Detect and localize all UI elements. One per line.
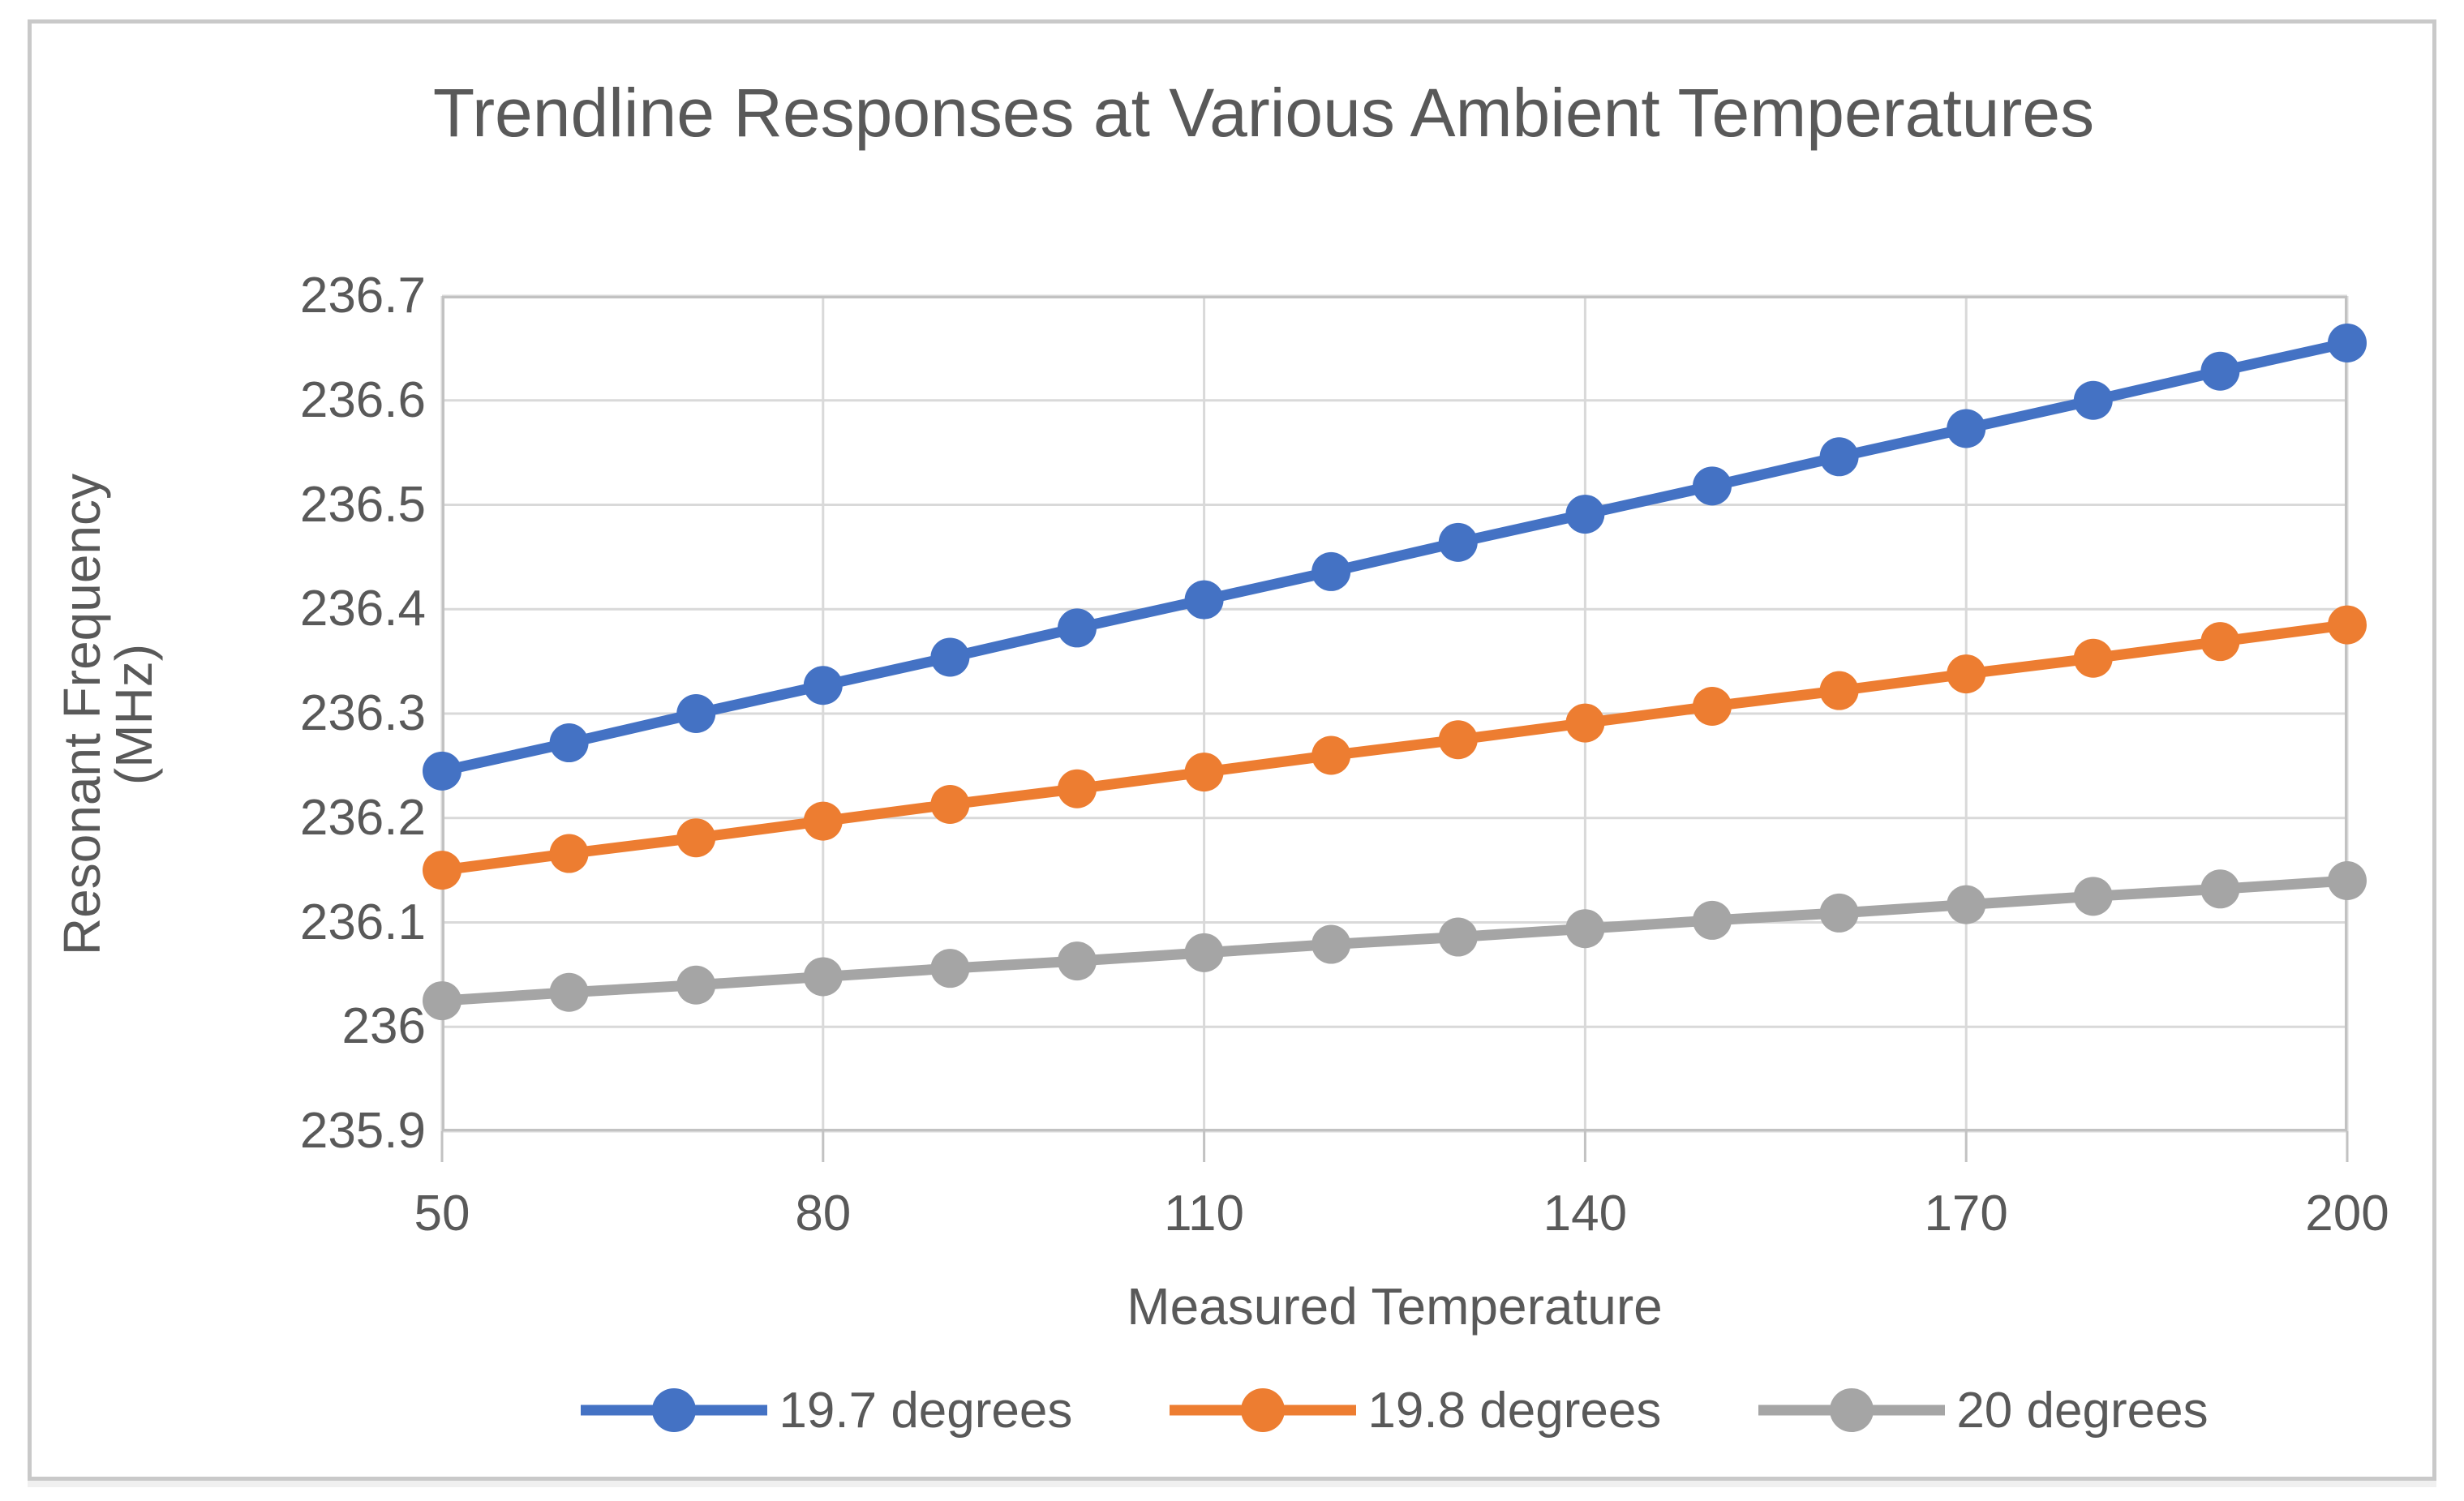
data-point-marker bbox=[676, 818, 716, 858]
legend: 19.7 degrees 19.8 degrees 20 degrees bbox=[442, 1366, 2347, 1455]
data-point-marker bbox=[803, 957, 843, 997]
data-point-marker bbox=[2200, 869, 2240, 909]
data-point-marker bbox=[1819, 893, 1859, 933]
data-point-marker bbox=[1184, 753, 1224, 792]
chart-frame: Trendline Responses at Various Ambient T… bbox=[28, 19, 2436, 1481]
data-point-marker bbox=[803, 666, 843, 705]
data-point-marker bbox=[2073, 638, 2113, 678]
data-point-marker bbox=[1947, 409, 1986, 448]
legend-item: 19.7 degrees bbox=[581, 1382, 1072, 1439]
x-tick-label: 80 bbox=[795, 1186, 852, 1242]
legend-marker-icon bbox=[1758, 1388, 1946, 1432]
y-tick-label: 236.6 bbox=[299, 371, 426, 428]
data-point-marker bbox=[1311, 551, 1351, 591]
legend-marker-icon bbox=[581, 1388, 768, 1432]
data-point-marker bbox=[2328, 605, 2367, 645]
data-point-marker bbox=[2200, 351, 2240, 391]
data-point-marker bbox=[1693, 466, 1732, 506]
x-tick-label: 50 bbox=[414, 1186, 470, 1242]
data-point-marker bbox=[1438, 522, 1478, 562]
data-point-marker bbox=[2073, 877, 2113, 916]
data-point-marker bbox=[930, 949, 970, 989]
y-tick-label: 236.5 bbox=[299, 476, 426, 533]
data-point-marker bbox=[1947, 654, 1986, 694]
data-point-marker bbox=[423, 851, 461, 890]
legend-label: 19.7 degrees bbox=[779, 1382, 1073, 1439]
plot-border bbox=[442, 296, 2347, 1131]
series-line bbox=[436, 620, 2353, 876]
data-point-marker bbox=[1311, 924, 1351, 964]
x-axis-title: Measured Temperature bbox=[1127, 1277, 1663, 1336]
x-tick-label: 200 bbox=[2305, 1186, 2389, 1242]
data-point-marker bbox=[1438, 917, 1478, 957]
y-tick-label: 236.7 bbox=[299, 268, 426, 324]
data-point-marker bbox=[2328, 323, 2367, 362]
y-tick-label: 236.3 bbox=[299, 685, 426, 741]
data-point-marker bbox=[549, 723, 589, 763]
data-point-marker bbox=[2328, 861, 2367, 900]
data-point-marker bbox=[423, 981, 461, 1021]
series-line bbox=[436, 875, 2353, 1006]
series-19.7-degrees bbox=[423, 323, 2367, 791]
data-point-marker bbox=[1565, 495, 1605, 534]
data-point-marker bbox=[1058, 608, 1097, 648]
legend-label: 20 degrees bbox=[1956, 1382, 2209, 1439]
data-point-marker bbox=[2200, 622, 2240, 662]
data-point-marker bbox=[1438, 720, 1478, 760]
series-20-degrees bbox=[423, 861, 2367, 1021]
y-tick-label: 236.4 bbox=[299, 581, 426, 637]
data-point-marker bbox=[1565, 703, 1605, 743]
data-point-marker bbox=[549, 834, 589, 873]
data-point-marker bbox=[423, 751, 461, 791]
x-tick-label: 110 bbox=[1164, 1186, 1245, 1242]
data-point-marker bbox=[1693, 900, 1732, 940]
data-point-marker bbox=[1311, 735, 1351, 775]
x-tick-label: 140 bbox=[1543, 1186, 1628, 1242]
data-point-marker bbox=[2073, 380, 2113, 420]
legend-label: 19.8 degrees bbox=[1367, 1382, 1662, 1439]
data-point-marker bbox=[1184, 933, 1224, 972]
data-point-marker bbox=[1058, 769, 1097, 808]
data-point-marker bbox=[1058, 941, 1097, 981]
series-line bbox=[436, 337, 2353, 777]
data-point-marker bbox=[803, 801, 843, 841]
data-point-marker bbox=[1693, 686, 1732, 726]
data-point-marker bbox=[549, 972, 589, 1012]
y-axis-title: Resonant Frequency (MHz) bbox=[53, 473, 163, 956]
legend-item: 19.8 degrees bbox=[1170, 1382, 1661, 1439]
data-point-marker bbox=[1565, 909, 1605, 949]
data-point-marker bbox=[1819, 671, 1859, 710]
y-tick-label: 236.2 bbox=[299, 789, 426, 846]
data-point-marker bbox=[930, 785, 970, 825]
data-point-marker bbox=[930, 637, 970, 677]
data-point-marker bbox=[1819, 437, 1859, 477]
y-tick-label: 236.1 bbox=[299, 894, 426, 950]
legend-item: 20 degrees bbox=[1758, 1382, 2209, 1439]
y-tick-label: 236 bbox=[341, 998, 426, 1055]
data-point-marker bbox=[676, 965, 716, 1005]
chart-title: Trendline Responses at Various Ambient T… bbox=[432, 75, 2095, 151]
plot-area bbox=[423, 294, 2367, 1162]
x-tick-label: 170 bbox=[1924, 1186, 2008, 1242]
data-point-marker bbox=[1184, 580, 1224, 620]
data-point-marker bbox=[676, 694, 716, 733]
legend-marker-icon bbox=[1170, 1388, 1357, 1432]
series-19.8-degrees bbox=[423, 605, 2367, 890]
y-tick-label: 235.9 bbox=[299, 1103, 426, 1159]
data-point-marker bbox=[1947, 885, 1986, 924]
